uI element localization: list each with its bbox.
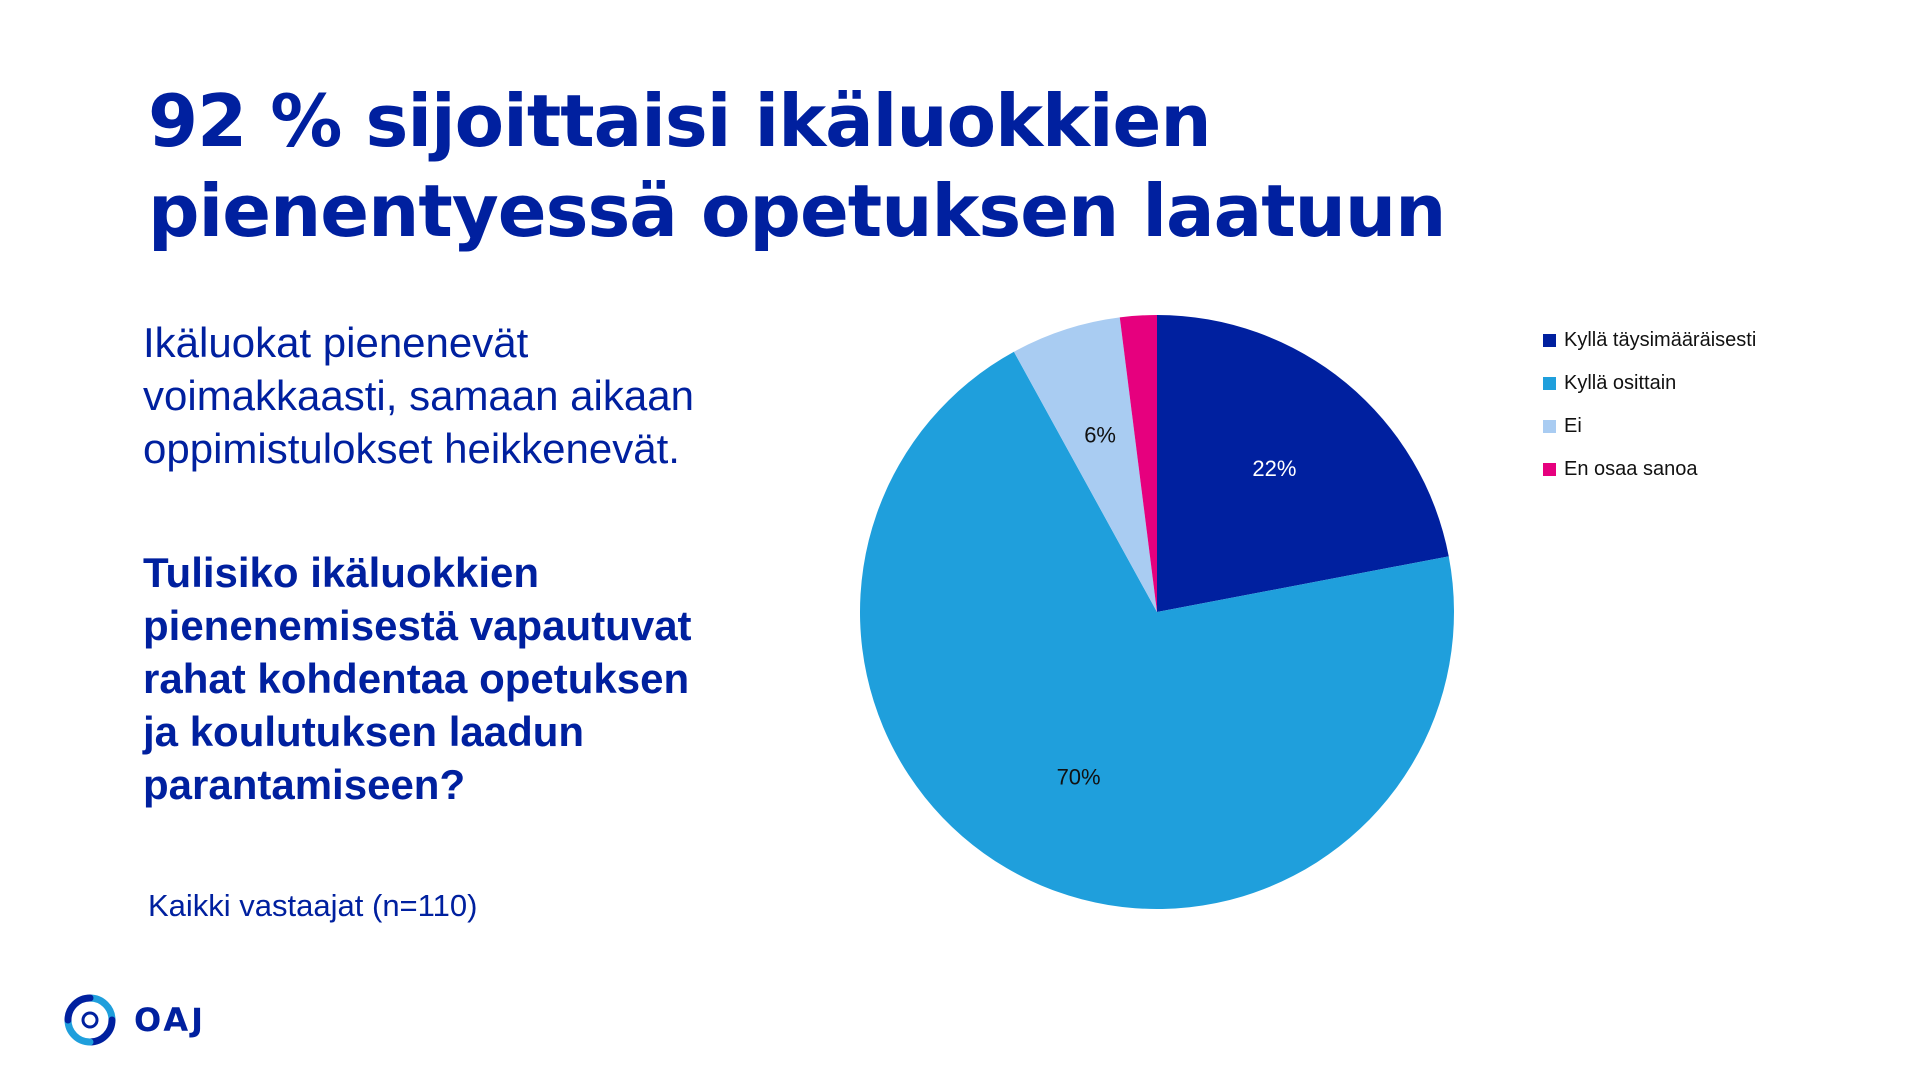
logo-text: OAJ <box>134 1001 207 1039</box>
legend-label: Ei <box>1564 415 1582 437</box>
pie-slice <box>859 351 1454 910</box>
oaj-logo: OAJ <box>62 992 206 1048</box>
respondents-note: Kaikki vastaajat (n=110) <box>148 888 478 923</box>
chart-legend: Kyllä täysimääräisesti Kyllä osittain Ei… <box>1543 319 1756 491</box>
pie-slice <box>1013 317 1157 612</box>
intro-text: Ikäluokat pienenevät voimakkaasti, samaa… <box>143 319 694 472</box>
legend-label: Kyllä osittain <box>1564 372 1677 394</box>
legend-item: Kyllä täysimääräisesti <box>1543 319 1756 362</box>
legend-swatch <box>1543 463 1556 476</box>
legend-label: Kyllä täysimääräisesti <box>1564 329 1757 351</box>
legend-item: Kyllä osittain <box>1543 362 1756 405</box>
data-label: 70% <box>1057 764 1101 789</box>
legend-swatch <box>1543 334 1556 347</box>
legend-item: Ei <box>1543 405 1756 448</box>
pie-slice <box>1119 315 1157 612</box>
data-label: 6% <box>1084 423 1116 448</box>
legend-item: En osaa sanoa <box>1543 448 1756 491</box>
survey-question: Tulisiko ikäluokkien pienenemisestä vapa… <box>143 549 692 808</box>
oaj-swirl-icon <box>64 994 116 1046</box>
page-title: 92 % sijoittaisi ikäluokkien pienentyess… <box>148 79 1446 253</box>
pie-slice <box>1157 315 1449 612</box>
legend-swatch <box>1543 377 1556 390</box>
legend-swatch <box>1543 420 1556 433</box>
data-label: 22% <box>1252 456 1296 481</box>
legend-label: En osaa sanoa <box>1564 458 1698 480</box>
